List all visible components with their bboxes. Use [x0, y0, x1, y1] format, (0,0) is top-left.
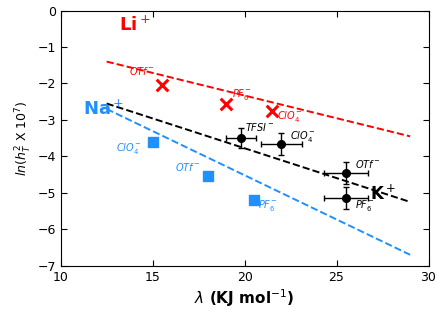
Y-axis label: $ln(h_{T}^{2}$ X 10$^{7}$): $ln(h_{T}^{2}$ X 10$^{7}$) [15, 100, 34, 176]
Point [204, 174, 211, 179]
Text: ClO$_4^-$: ClO$_4^-$ [290, 129, 315, 144]
Text: PF$_6^-$: PF$_6^-$ [259, 198, 278, 213]
Text: PF$_6^-$: PF$_6^-$ [232, 87, 251, 102]
Text: PF$_6^-$: PF$_6^-$ [355, 198, 375, 214]
Point [223, 101, 230, 106]
Text: Li$^+$: Li$^+$ [119, 15, 151, 35]
Point [269, 108, 276, 113]
Text: ClO$_4^-$: ClO$_4^-$ [277, 109, 302, 124]
Text: ClO$_4^-$: ClO$_4^-$ [116, 141, 141, 156]
Text: OTf$^-$: OTf$^-$ [355, 158, 381, 170]
Text: TFSI$^-$: TFSI$^-$ [244, 121, 274, 133]
Point [250, 198, 257, 203]
Text: OTf$^-$: OTf$^-$ [129, 65, 154, 77]
Text: K$^+$: K$^+$ [370, 185, 396, 204]
Text: OTf$^-$: OTf$^-$ [175, 161, 200, 173]
X-axis label: $\lambda$ (KJ mol$^{-1}$): $\lambda$ (KJ mol$^{-1}$) [194, 288, 295, 309]
Point [149, 139, 156, 144]
Text: Na$^+$: Na$^+$ [83, 99, 124, 118]
Point [158, 83, 165, 88]
